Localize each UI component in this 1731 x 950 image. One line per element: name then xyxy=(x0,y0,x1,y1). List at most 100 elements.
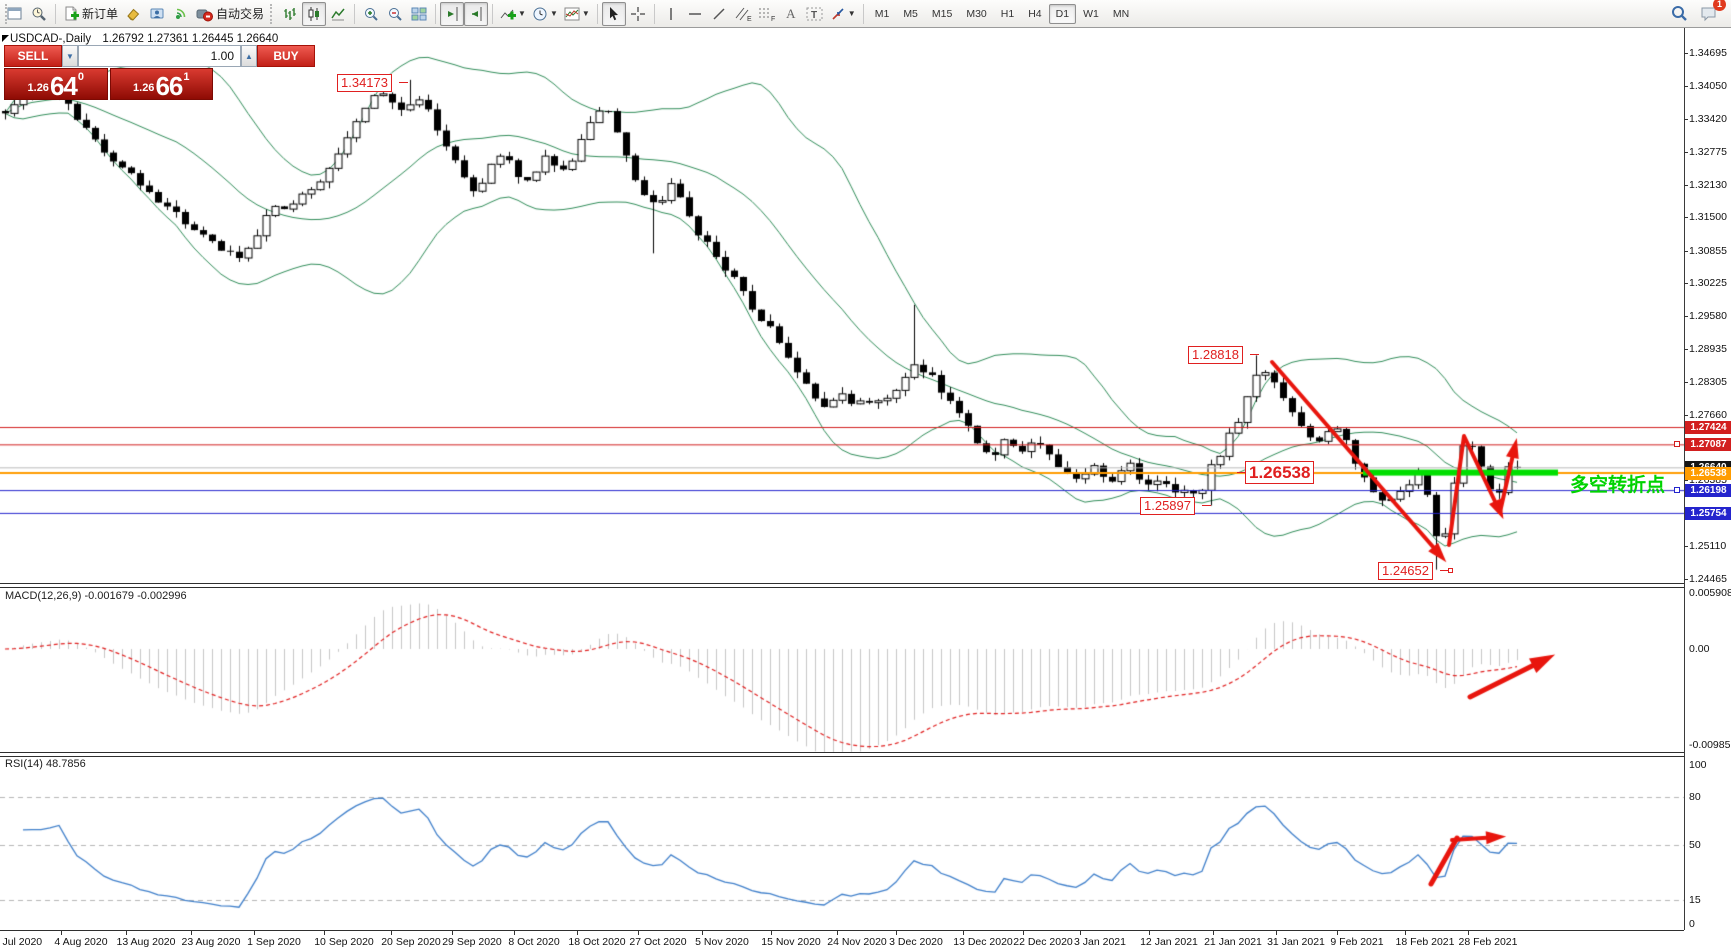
panel-separator[interactable] xyxy=(0,587,1684,588)
text-tool-icon[interactable]: A xyxy=(786,5,796,21)
tab-timeframe-m1[interactable]: M1 xyxy=(874,7,890,20)
indicators-icon[interactable]: ▼ xyxy=(497,2,529,26)
date-axis-tick xyxy=(577,930,578,935)
price-level-badge[interactable]: 1.27087 xyxy=(1685,438,1731,452)
chevron-down-icon: ▼ xyxy=(518,9,526,18)
price-level-badge[interactable]: 1.26198 xyxy=(1685,484,1731,498)
hline-selection-marker[interactable] xyxy=(1674,487,1680,494)
panel-separator[interactable] xyxy=(0,583,1684,584)
price-axis-tick-label: 1.32130 xyxy=(1689,178,1727,191)
date-axis-tick xyxy=(191,930,192,935)
vertical-line-tool-icon[interactable] xyxy=(659,2,683,26)
price-axis-tick-label: 1.34695 xyxy=(1689,47,1727,59)
callout-leader-line xyxy=(399,82,408,83)
eraser-icon[interactable] xyxy=(121,2,145,26)
tab-timeframe-d1[interactable]: D1 xyxy=(1048,3,1077,24)
price-level-badge[interactable]: 1.27424 xyxy=(1685,421,1731,435)
autotrading-button[interactable]: 自动交易 xyxy=(193,2,267,26)
date-axis-tick xyxy=(1405,930,1406,935)
panel-separator[interactable] xyxy=(0,752,1684,753)
tile-windows-icon[interactable] xyxy=(407,2,431,26)
callout-leader-line xyxy=(1202,505,1211,506)
chevron-down-icon: ▼ xyxy=(549,9,558,18)
date-axis-label: 22 Dec 2020 xyxy=(1013,936,1073,948)
date-axis-tick xyxy=(1149,930,1150,935)
zoom-in-icon[interactable] xyxy=(359,2,383,26)
price-callout-label[interactable]: 1.34173 xyxy=(337,74,392,92)
horizontal-line-tool-icon[interactable] xyxy=(683,2,707,26)
price-chart-canvas[interactable] xyxy=(0,28,1684,930)
price-callout-label[interactable]: 1.26538 xyxy=(1245,461,1315,484)
new-order-button[interactable]: 新订单 xyxy=(60,2,121,26)
date-axis-separator xyxy=(0,930,1684,931)
autotrading-label: 自动交易 xyxy=(216,7,265,21)
tab-timeframe-w1[interactable]: W1 xyxy=(1083,7,1099,20)
date-axis-label: 28 Feb 2021 xyxy=(1458,936,1518,948)
date-axis-tick xyxy=(963,930,964,935)
signal-icon[interactable] xyxy=(169,2,193,26)
candlestick-chart-type-icon[interactable] xyxy=(302,1,327,26)
volume-input[interactable] xyxy=(78,45,241,67)
crosshair-tool-icon[interactable] xyxy=(626,2,650,26)
tab-timeframe-m5[interactable]: M5 xyxy=(903,7,918,20)
date-axis-tick xyxy=(514,930,515,935)
volume-decrease-button[interactable]: ▼ xyxy=(62,45,78,67)
chart-ohlc-values: 1.26792 1.27361 1.26445 1.26640 xyxy=(102,33,279,45)
tab-timeframe-h4[interactable]: H4 xyxy=(1028,7,1042,20)
rsi-header: RSI(14) 48.7856 xyxy=(5,758,86,770)
panel-separator[interactable] xyxy=(0,756,1684,757)
date-axis-tick xyxy=(61,930,62,935)
market-watch-icon[interactable] xyxy=(145,2,169,26)
rsi-axis-label: 15 xyxy=(1689,894,1701,907)
price-level-badge[interactable]: 1.26538 xyxy=(1685,466,1731,480)
sell-button[interactable]: SELL xyxy=(4,45,62,67)
price-axis-tick xyxy=(1684,151,1688,153)
buy-price-panel[interactable]: 1.26 66 1 xyxy=(109,68,213,100)
price-level-badge[interactable]: 1.25754 xyxy=(1685,506,1731,520)
volume-increase-button[interactable]: ▲ xyxy=(241,45,257,67)
hline-selection-marker[interactable] xyxy=(1674,441,1680,448)
notifications-chat-icon[interactable]: 1 xyxy=(1697,0,1726,26)
buy-button[interactable]: BUY xyxy=(257,45,315,67)
tab-timeframe-m30[interactable]: M30 xyxy=(966,7,987,20)
toolbar-grip xyxy=(270,3,275,24)
price-callout-label[interactable]: 1.25897 xyxy=(1140,497,1195,515)
chart-title: USDCAD-,Daily 1.26792 1.27361 1.26445 1.… xyxy=(10,33,278,45)
date-axis-tick xyxy=(1276,930,1277,935)
templates-icon[interactable]: ▼ xyxy=(561,2,593,26)
sell-price-panel[interactable]: 1.26 64 0 xyxy=(4,68,108,100)
date-axis[interactable]: 26 Jul 2020 4 Aug 2020 13 Aug 2020 23 Aug 2… xyxy=(0,930,1731,950)
date-axis-tick xyxy=(896,930,897,935)
bar-chart-type-icon[interactable] xyxy=(278,2,302,26)
tab-timeframe-mn[interactable]: MN xyxy=(1112,7,1130,20)
chevron-down-icon: ▼ xyxy=(581,9,590,18)
zoom-out-icon[interactable] xyxy=(383,2,407,26)
tab-timeframe-m15[interactable]: M15 xyxy=(931,7,953,20)
price-axis-tick xyxy=(1684,217,1688,219)
arrows-tool-icon[interactable]: ▼ xyxy=(827,2,859,26)
price-callout-label[interactable]: 1.24652 xyxy=(1378,562,1433,580)
trendline-tool-icon[interactable] xyxy=(707,2,731,26)
line-chart-type-icon[interactable] xyxy=(326,2,350,26)
auto-scroll-icon[interactable] xyxy=(440,1,465,26)
strategy-tester-icon[interactable] xyxy=(27,2,51,26)
fibonacci-tool-icon[interactable]: F xyxy=(755,2,779,26)
new-chart-icon[interactable] xyxy=(3,2,27,26)
toolbar-separator xyxy=(492,3,494,24)
price-axis-tick-label: 1.28935 xyxy=(1689,343,1727,356)
channel-tool-icon[interactable]: E xyxy=(731,2,755,26)
cursor-tool-icon[interactable] xyxy=(601,1,626,26)
periods-icon[interactable]: ▼ xyxy=(529,2,561,26)
search-icon[interactable] xyxy=(1667,2,1691,26)
price-callout-label[interactable]: 1.28818 xyxy=(1188,346,1243,364)
chart-shift-icon[interactable] xyxy=(464,1,489,26)
toolbar-grip xyxy=(5,3,10,24)
svg-text:T: T xyxy=(811,10,817,21)
sell-price-big: 64 xyxy=(49,71,78,101)
text-label-tool-icon[interactable]: T xyxy=(803,2,827,26)
tab-timeframe-h1[interactable]: H1 xyxy=(1000,7,1015,20)
bull-bear-turning-point-annotation[interactable]: 多空转折点 xyxy=(1570,475,1666,496)
price-axis-tick xyxy=(1684,282,1688,284)
date-axis-tick xyxy=(391,930,392,935)
